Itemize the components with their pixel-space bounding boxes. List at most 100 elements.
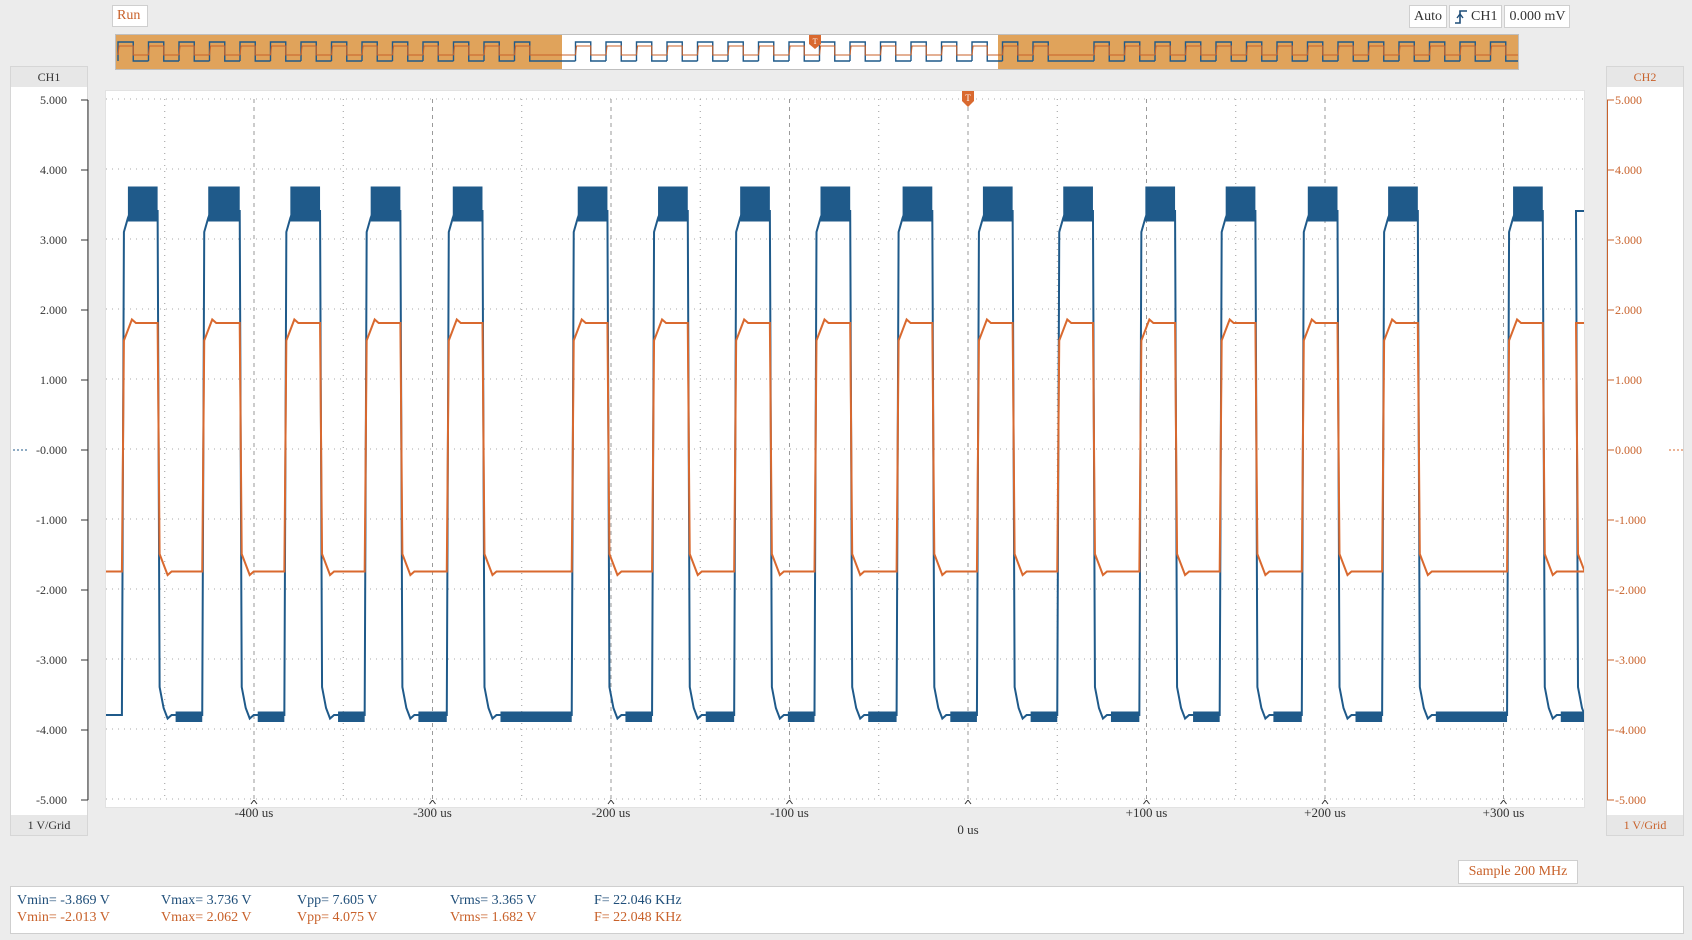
y-tick-label: -2.000 <box>1615 583 1646 597</box>
ch1-low-band <box>787 711 815 722</box>
ch1-high-band <box>577 186 608 222</box>
ch1-low-band <box>1110 711 1140 722</box>
y-tick-label: 4.000 <box>1615 163 1642 177</box>
x-tick-label: -300 us <box>413 805 452 820</box>
y-tick-label: 4.000 <box>40 163 67 177</box>
ch2-vmin: Vmin= -2.013 V <box>17 910 110 925</box>
x-tick-arrow <box>1500 800 1507 805</box>
ch1-measurements: Vmin= -3.869 V Vmax= 3.736 V Vpp= 7.605 … <box>11 893 1683 911</box>
ch1-low-band <box>950 711 977 722</box>
y-tick-label: -5.000 <box>36 793 67 807</box>
rising-edge-icon <box>1455 9 1467 24</box>
ch2-tick-labels: 5.000 4.000 3.000 2.000 1.000 0.000 -1.000 -2.0… <box>1607 93 1684 807</box>
x-tick-arrow <box>1321 800 1329 805</box>
ch1-axis-panel[interactable]: CH1 5.000 4.000 3.000 2.000 1.000 -0.000 -1.00… <box>10 66 89 836</box>
ch1-low-band <box>1435 711 1508 722</box>
ch1-low-band <box>705 711 735 722</box>
ch1-high-band <box>902 186 933 222</box>
waveform-plot[interactable]: T <box>82 90 1605 808</box>
x-tick-arrow <box>1143 800 1150 805</box>
overview-ch1-trace <box>117 41 1521 62</box>
ch2-scale: 1 V/Grid <box>1607 815 1683 835</box>
ch2-vrms: Vrms= 1.682 V <box>450 910 537 925</box>
overview-trigger-shape <box>809 35 821 49</box>
overview-svg: T <box>116 35 1521 69</box>
x-tick-arrow <box>607 800 615 805</box>
ch1-high-band <box>452 186 483 222</box>
waveform-overview[interactable]: T <box>115 34 1521 70</box>
y-tick-label: -4.000 <box>1615 723 1646 737</box>
ch1-trace-line <box>82 205 1605 721</box>
ch1-low-band <box>1560 711 1588 722</box>
y-tick-label: -1.000 <box>1615 513 1646 527</box>
trigger-marker-glyph: T <box>965 93 971 103</box>
y-tick-label: -0.000 <box>36 443 67 457</box>
run-status-button[interactable]: Run <box>112 5 148 27</box>
x-tick-arrow <box>429 800 436 805</box>
ch1-low-band <box>1030 711 1058 722</box>
ch1-tick-labels: 5.000 4.000 3.000 2.000 1.000 -0.000 -1.000 -2.… <box>13 93 89 807</box>
y-tick-label: -5.000 <box>1615 793 1646 807</box>
ch1-high-band <box>290 186 321 222</box>
y-tick-label: -3.000 <box>36 653 67 667</box>
ch1-vmax: Vmax= 3.736 V <box>161 893 252 908</box>
ch1-low-band <box>500 711 572 722</box>
y-tick-label: 2.000 <box>40 303 67 317</box>
x-tick-label: -400 us <box>235 805 274 820</box>
x-tick-label: +100 us <box>1126 805 1168 820</box>
y-tick-label: -1.000 <box>36 513 67 527</box>
ch1-title: CH1 <box>11 67 87 87</box>
trigger-position-marker: T <box>962 91 974 107</box>
ch1-low-band <box>418 711 447 722</box>
overview-trigger-marker: T <box>809 35 821 49</box>
y-tick-label: 2.000 <box>1615 303 1642 317</box>
time-axis: -400 us -300 us -200 us -100 us 0 us +100 us +… <box>235 800 1525 837</box>
ch1-low-band <box>1193 711 1220 722</box>
ch1-vrms: Vrms= 3.365 V <box>450 893 537 908</box>
x-tick-label: +300 us <box>1483 805 1525 820</box>
y-tick-label: 5.000 <box>1615 93 1642 107</box>
ch1-low-band <box>338 711 365 722</box>
ch1-low-band <box>1355 711 1383 722</box>
trigger-mode[interactable]: Auto <box>1409 5 1447 28</box>
ch1-trace <box>82 186 1605 722</box>
run-status-label: Run <box>117 8 141 23</box>
ch2-axis-panel[interactable]: CH2 5.000 4.000 3.000 2.000 1.000 0.000 -1.000… <box>1606 66 1684 836</box>
ch1-low-band <box>868 711 897 722</box>
trigger-source[interactable]: CH1 <box>1449 5 1503 28</box>
y-tick-label: 5.000 <box>40 93 67 107</box>
x-tick-label: +200 us <box>1304 805 1346 820</box>
ch2-trace <box>82 317 1605 577</box>
x-tick-arrow <box>964 800 972 805</box>
y-tick-label: 1.000 <box>1615 373 1642 387</box>
ch1-high-band <box>982 186 1013 222</box>
ch1-high-band <box>1063 186 1093 222</box>
ch1-scale: 1 V/Grid <box>11 815 87 835</box>
trigger-settings[interactable]: Auto CH1 0.000 mV <box>1409 4 1579 29</box>
ch1-high-band <box>740 186 770 222</box>
ch2-title: CH2 <box>1607 67 1683 87</box>
x-tick-label: 0 us <box>957 822 978 837</box>
ch1-high-band <box>1225 186 1256 222</box>
overview-highlight-left <box>116 35 562 69</box>
ch1-high-band <box>1145 186 1176 222</box>
y-tick-label: -2.000 <box>36 583 67 597</box>
y-tick-label: 3.000 <box>40 233 67 247</box>
x-tick-arrow <box>250 800 258 805</box>
trigger-level[interactable]: 0.000 mV <box>1504 5 1571 28</box>
overview-trigger-glyph: T <box>813 37 818 46</box>
ch2-vpp: Vpp= 4.075 V <box>297 910 378 925</box>
y-tick-label: -3.000 <box>1615 653 1646 667</box>
sample-rate[interactable]: Sample 200 MHz <box>1458 860 1578 884</box>
ch2-trace-line <box>82 317 1605 577</box>
y-tick-label: 0.000 <box>1615 443 1642 457</box>
ch1-high-band <box>1388 186 1418 222</box>
x-tick-arrow <box>786 800 793 805</box>
ch1-low-band <box>257 711 285 722</box>
ch1-high-band <box>820 186 851 222</box>
ch1-high-band <box>1307 186 1338 222</box>
x-tick-label: -100 us <box>770 805 809 820</box>
ch2-vmax: Vmax= 2.062 V <box>161 910 252 925</box>
ch1-high-band <box>208 186 240 222</box>
x-tick-label: -200 us <box>592 805 631 820</box>
